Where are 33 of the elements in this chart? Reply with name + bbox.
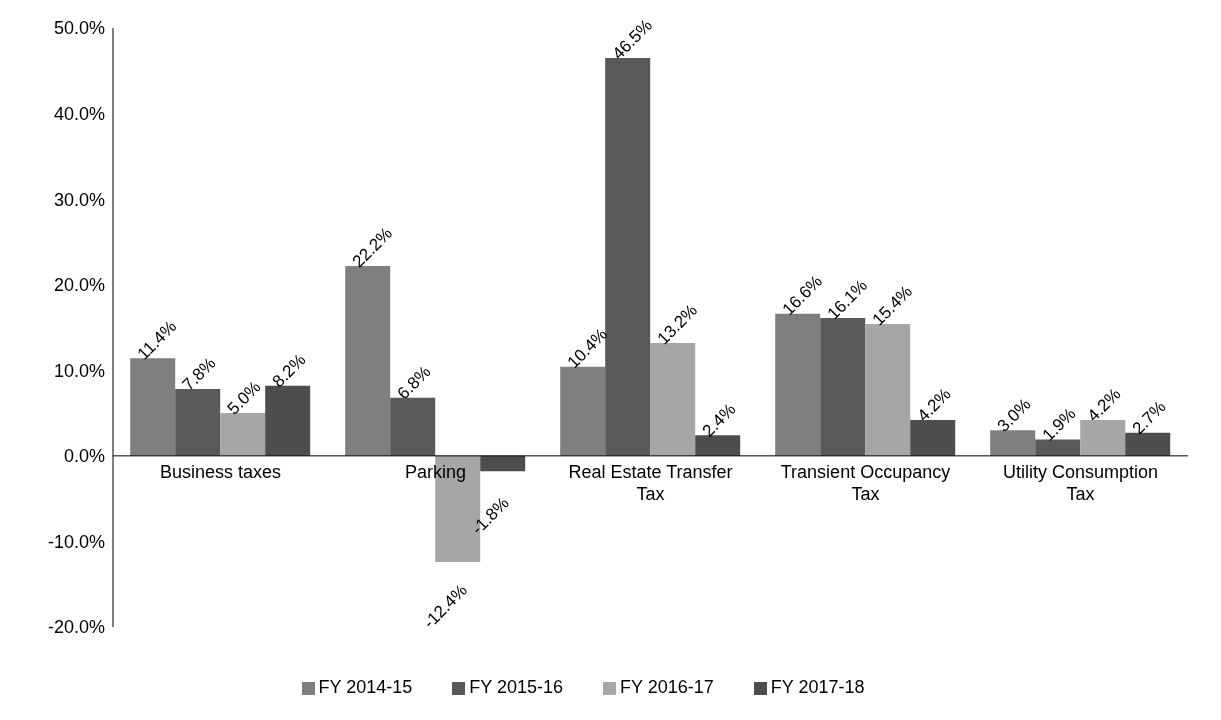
bar (910, 419, 956, 456)
bar (695, 435, 741, 456)
y-tick-label: 20.0% (53, 275, 105, 296)
bar (480, 455, 526, 472)
bar (865, 324, 911, 456)
x-tick-label: Business taxes (159, 461, 282, 482)
y-tick-label: 0.0% (63, 446, 105, 467)
bar (1080, 419, 1126, 456)
y-tick-label: 30.0% (53, 189, 105, 210)
legend-label: FY 2015-16 (469, 677, 563, 697)
bar (220, 413, 266, 456)
bar (265, 385, 311, 456)
y-tick-label: -10.0% (47, 531, 105, 552)
bar (1035, 439, 1081, 456)
y-tick-label: -20.0% (47, 617, 105, 638)
bar (390, 397, 436, 456)
bar (605, 57, 651, 456)
x-tick-label: Utility Consumption Tax (1002, 461, 1159, 504)
bar (130, 358, 176, 456)
bar (775, 313, 821, 456)
y-tick-label: 40.0% (53, 103, 105, 124)
bar (175, 389, 221, 456)
bar (990, 430, 1036, 456)
x-tick-label: Real Estate Transfer Tax (568, 461, 733, 504)
legend-label: FY 2017-18 (770, 677, 865, 697)
x-tick-label: Parking (404, 461, 467, 482)
y-tick-label: 10.0% (53, 360, 105, 381)
x-tick-label: Transient Occupancy Tax (780, 461, 951, 504)
bar (820, 318, 866, 456)
bar (560, 366, 606, 456)
y-tick-label: 50.0% (53, 18, 105, 39)
legend-label: FY 2014-15 (318, 677, 413, 697)
legend-label: FY 2016-17 (620, 677, 714, 697)
